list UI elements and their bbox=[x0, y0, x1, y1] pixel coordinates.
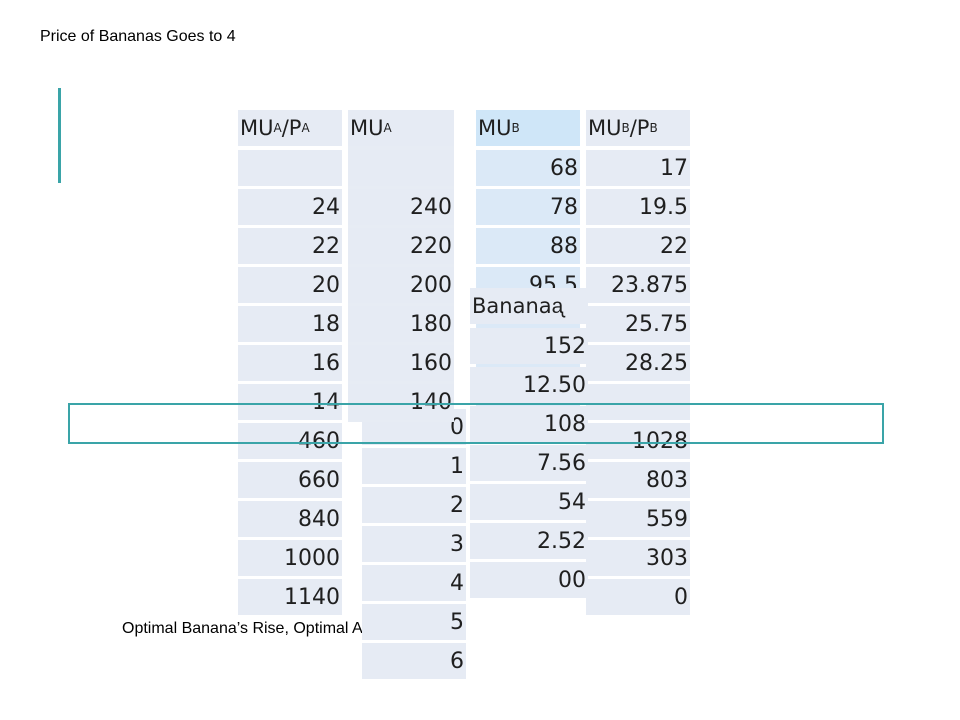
mu-a-p-a-cell: 1140 bbox=[238, 579, 342, 615]
bananas-cell: 12.50 bbox=[470, 367, 588, 403]
bananas-cell: 108 bbox=[470, 406, 588, 442]
mu-a-p-a-cell: 16 bbox=[238, 345, 342, 381]
quantity-a-cell: 2 bbox=[362, 487, 466, 523]
accent-bar bbox=[58, 88, 61, 183]
quantity-a-cell: 6 bbox=[362, 643, 466, 679]
mu-a-p-a-cell: 460 bbox=[238, 423, 342, 459]
mu-b-p-b-cell: 1028 bbox=[586, 423, 690, 459]
mu-b-p-b-cell: 28.25 bbox=[586, 345, 690, 381]
mu-a-p-a-cell bbox=[238, 150, 342, 186]
bananas-cell: 152 bbox=[470, 328, 588, 364]
mu-a-cell: 240 bbox=[348, 189, 454, 225]
mu-a-p-a-cell: 840 bbox=[238, 501, 342, 537]
header-mu-b-p-b: MU B/P B bbox=[586, 110, 690, 146]
mu-b-p-b-cell: 25.75 bbox=[586, 306, 690, 342]
mu-b-cell: 68 bbox=[476, 150, 580, 186]
mu-a-p-a-cell: 20 bbox=[238, 267, 342, 303]
column-bananas: Bananaᶏ 152 12.50 108 7.56 54 2.52 00 bbox=[470, 288, 588, 598]
mu-a-cell: 180 bbox=[348, 306, 454, 342]
mu-b-p-b-cell: 23.875 bbox=[586, 267, 690, 303]
bananas-cell: 00 bbox=[470, 562, 588, 598]
bananas-cell: 2.52 bbox=[470, 523, 588, 559]
slide-title: Price of Bananas Goes to 4 bbox=[40, 28, 236, 45]
mu-b-p-b-cell: 303 bbox=[586, 540, 690, 576]
mu-b-p-b-cell: 19.5 bbox=[586, 189, 690, 225]
mu-a-cell: 200 bbox=[348, 267, 454, 303]
mu-a-p-a-cell: 22 bbox=[238, 228, 342, 264]
bananas-cell: 7.56 bbox=[470, 445, 588, 481]
mu-b-p-b-cell: 17 bbox=[586, 150, 690, 186]
highlight-row-box bbox=[68, 403, 884, 444]
column-mu-b-p-b: MU B/P B 17 19.5 22 23.875 25.75 28.25 1028 803 55… bbox=[586, 110, 690, 615]
header-mu-a-p-a: MU A/P A bbox=[238, 110, 342, 146]
mu-a-p-a-cell: 18 bbox=[238, 306, 342, 342]
mu-a-p-a-cell: 14 bbox=[238, 384, 342, 420]
mu-b-p-b-cell: 0 bbox=[586, 579, 690, 615]
column-mu-a: MU A 240 220 200 180 160 140 bbox=[348, 110, 454, 422]
mu-a-p-a-cell: 24 bbox=[238, 189, 342, 225]
quantity-a-cell: 4 bbox=[362, 565, 466, 601]
mu-a-cell bbox=[348, 150, 454, 186]
quantity-a-cell: 5 bbox=[362, 604, 466, 640]
mu-a-p-a-cell: 660 bbox=[238, 462, 342, 498]
header-bananas: Bananaᶏ bbox=[470, 288, 588, 324]
mu-b-cell: 78 bbox=[476, 189, 580, 225]
mu-a-cell: 160 bbox=[348, 345, 454, 381]
column-mu-a-p-a: MU A/P A 24 22 20 18 16 14 460 660 840 1000 1140 bbox=[238, 110, 342, 615]
mu-b-cell: 88 bbox=[476, 228, 580, 264]
mu-b-p-b-cell: 803 bbox=[586, 462, 690, 498]
mu-b-p-b-cell: 559 bbox=[586, 501, 690, 537]
quantity-a-cell: 1 bbox=[362, 448, 466, 484]
bananas-cell: 54 bbox=[470, 484, 588, 520]
mu-a-cell: 140 bbox=[348, 384, 454, 420]
header-mu-a: MU A bbox=[348, 110, 454, 146]
quantity-a-cell: 3 bbox=[362, 526, 466, 562]
mu-b-p-b-cell: 22 bbox=[586, 228, 690, 264]
mu-a-p-a-cell: 1000 bbox=[238, 540, 342, 576]
header-mu-b: MU B bbox=[476, 110, 580, 146]
mu-a-cell: 220 bbox=[348, 228, 454, 264]
bottom-caption: Optimal Banana’s Rise, Optimal Apple’s F… bbox=[122, 620, 435, 637]
mu-b-p-b-cell bbox=[586, 384, 690, 420]
